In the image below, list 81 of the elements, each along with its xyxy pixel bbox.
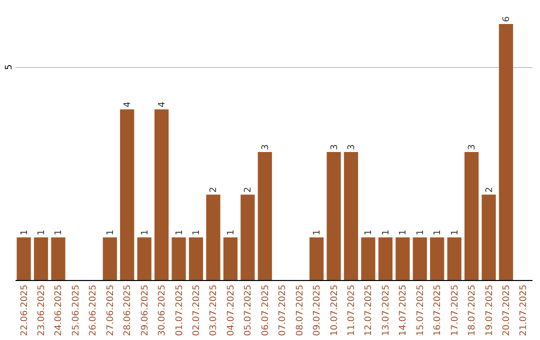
- x-tick-label: 29.06.2025: [140, 284, 150, 336]
- data-label: 6: [502, 16, 512, 22]
- bar: [378, 237, 393, 280]
- bar: [137, 237, 152, 280]
- bar: [240, 194, 255, 280]
- data-label: 4: [123, 101, 134, 108]
- x-tick-label: 19.07.2025: [484, 284, 495, 336]
- x-tick-label: 18.07.2025: [468, 284, 478, 336]
- data-label: 3: [468, 144, 478, 150]
- data-label: 3: [330, 144, 340, 150]
- x-tick-label: 28.06.2025: [123, 284, 134, 336]
- data-label: 1: [192, 230, 202, 236]
- bar: [258, 152, 272, 280]
- bar: [154, 109, 169, 280]
- bar: [498, 24, 514, 280]
- x-tick-label: 21.07.2025: [519, 284, 530, 336]
- bar: [223, 237, 238, 280]
- x-tick-label: 12.07.2025: [364, 284, 374, 336]
- x-tick-label: 17.07.2025: [450, 284, 460, 336]
- x-tick-label: 02.07.2025: [192, 284, 202, 336]
- x-tick-label: 09.07.2025: [312, 284, 323, 336]
- x-tick-label: 20.07.2025: [502, 284, 512, 336]
- bar: [447, 237, 462, 280]
- bar: [430, 237, 444, 280]
- data-label: 4: [158, 101, 168, 108]
- bar: [396, 237, 410, 280]
- data-label: 3: [260, 144, 271, 150]
- bar: [188, 237, 204, 280]
- x-tick-label: 25.06.2025: [71, 284, 82, 336]
- x-tick-label: 24.06.2025: [54, 284, 64, 336]
- bar: [120, 109, 134, 280]
- data-label: 1: [20, 230, 30, 236]
- x-tick-label: 26.06.2025: [88, 284, 99, 336]
- bar: [206, 194, 220, 280]
- bar: [412, 237, 427, 280]
- data-label: 1: [54, 230, 64, 236]
- x-tick-label: 23.06.2025: [37, 284, 48, 336]
- data-label: 1: [450, 230, 460, 236]
- x-tick-label: 16.07.2025: [433, 284, 444, 336]
- x-tick-label: 03.07.2025: [209, 284, 220, 336]
- bar: [172, 237, 186, 280]
- x-tick-label: 22.06.2025: [20, 284, 30, 336]
- x-tick-label: 10.07.2025: [330, 284, 340, 336]
- x-tick-label: 15.07.2025: [416, 284, 426, 336]
- y-tick-label: 5: [4, 64, 14, 70]
- data-label: 1: [140, 230, 150, 236]
- x-tick-label: 01.07.2025: [174, 284, 185, 336]
- data-label: 1: [364, 230, 374, 236]
- data-label: 2: [209, 186, 220, 193]
- bar: [361, 237, 376, 280]
- bar: [34, 237, 48, 280]
- x-tick-label: 27.06.2025: [106, 284, 116, 336]
- bar: [102, 237, 117, 280]
- bar: [51, 237, 66, 280]
- data-label: 1: [174, 230, 185, 236]
- x-tick-label: 30.06.2025: [158, 284, 168, 336]
- bar: [344, 152, 358, 280]
- bar: [482, 194, 496, 280]
- x-tick-label: 06.07.2025: [260, 284, 271, 336]
- x-tick-label: 04.07.2025: [226, 284, 236, 336]
- x-tick-label: 13.07.2025: [381, 284, 392, 336]
- data-label: 1: [37, 230, 48, 236]
- data-label: 3: [347, 144, 357, 150]
- x-tick-label: 08.07.2025: [295, 284, 306, 336]
- x-tick-label: 07.07.2025: [278, 284, 288, 336]
- x-tick-label: 11.07.2025: [347, 284, 357, 336]
- data-label: 2: [244, 186, 254, 193]
- x-tick-label: 05.07.2025: [244, 284, 254, 336]
- bar: [326, 152, 341, 280]
- data-label: 1: [226, 230, 236, 236]
- data-label: 1: [106, 230, 116, 236]
- bar: [16, 237, 31, 280]
- data-label: 2: [484, 186, 495, 193]
- bar: [464, 152, 479, 280]
- data-label: 1: [312, 230, 323, 236]
- data-label: 1: [398, 230, 409, 236]
- data-label: 1: [433, 230, 444, 236]
- data-label: 1: [416, 230, 426, 236]
- x-tick-label: 14.07.2025: [398, 284, 409, 336]
- data-label: 1: [381, 230, 392, 236]
- bar: [309, 237, 324, 280]
